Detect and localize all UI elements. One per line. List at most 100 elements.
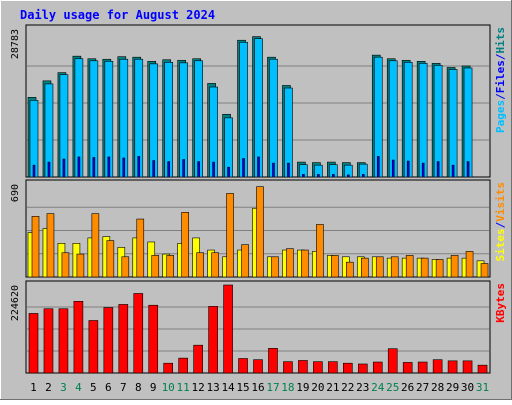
bar-kbytes <box>298 360 308 374</box>
x-tick-label: 19 <box>296 381 309 394</box>
bar-visits <box>375 256 384 278</box>
day-bar-group <box>476 260 489 278</box>
x-tick-label: 9 <box>150 381 157 394</box>
bar-kbytes <box>118 304 129 374</box>
bar-kbytes <box>28 313 39 374</box>
y-max-label: 224620 <box>10 285 21 321</box>
bar-pages <box>257 156 260 178</box>
day-bar-group <box>417 361 428 374</box>
day-bar-group <box>117 247 130 278</box>
bar-kbytes <box>417 361 428 374</box>
bar-pages <box>347 174 350 178</box>
bar-pages <box>287 162 290 178</box>
x-tick-label: 10 <box>162 381 175 394</box>
bar-visits <box>136 218 145 278</box>
bar-files <box>239 41 248 178</box>
day-bar-group <box>177 59 188 178</box>
bar-kbytes <box>238 358 248 374</box>
bar-files <box>388 60 398 178</box>
day-bar-group <box>43 308 54 374</box>
bar-visits <box>286 248 294 278</box>
day-bar-group <box>356 256 369 278</box>
x-tick-label: 13 <box>206 381 219 394</box>
day-bar-group <box>267 256 279 278</box>
bar-files <box>448 69 458 178</box>
x-tick-label: 30 <box>461 381 474 394</box>
day-bar-group <box>103 307 114 374</box>
legend-item-files: Files <box>494 60 507 93</box>
day-bar-group <box>387 348 398 374</box>
panel-legend: KBytes <box>494 283 507 323</box>
day-bar-group <box>192 58 203 178</box>
bar-kbytes <box>193 344 203 374</box>
day-bar-group <box>27 97 39 178</box>
bar-kbytes <box>73 301 84 374</box>
bar-pages <box>197 161 200 178</box>
bar-files <box>194 60 203 178</box>
day-bar-group <box>117 56 129 178</box>
bar-files <box>403 62 413 178</box>
bar-kbytes <box>343 362 353 374</box>
bar-files <box>418 63 428 178</box>
bar-pages <box>361 174 365 178</box>
bar-pages <box>332 174 335 178</box>
day-bar-group <box>148 304 159 374</box>
bar-kbytes <box>283 361 293 374</box>
day-bar-group <box>268 348 278 374</box>
day-bar-group <box>446 67 458 178</box>
day-bar-group <box>477 364 488 374</box>
day-bar-group <box>297 249 309 278</box>
day-bar-group <box>416 61 428 178</box>
bar-kbytes <box>208 306 218 374</box>
panel-kbytes: 224620 KBytes <box>10 280 507 374</box>
x-tick-label: 7 <box>120 381 127 394</box>
day-bar-group <box>72 243 85 278</box>
x-tick-label: 5 <box>90 381 97 394</box>
day-bar-group <box>237 39 248 178</box>
day-bar-group <box>87 213 100 278</box>
day-bar-group <box>298 360 308 374</box>
bar-pages <box>466 161 470 178</box>
bar-kbytes <box>43 308 54 374</box>
day-bar-group <box>192 237 204 278</box>
bar-visits <box>211 252 219 278</box>
x-tick-label: 27 <box>416 381 429 394</box>
day-bar-group <box>328 361 338 374</box>
x-tick-label: 23 <box>356 381 369 394</box>
day-bar-group <box>252 186 264 278</box>
bar-pages <box>421 162 425 178</box>
x-tick-label: 28 <box>431 381 444 394</box>
bar-pages <box>47 161 51 178</box>
bar-visits <box>196 252 204 278</box>
bar-kbytes <box>88 320 99 374</box>
day-bar-group <box>28 313 39 374</box>
day-bar-group <box>133 293 144 374</box>
x-tick-label: 29 <box>446 381 459 394</box>
day-bar-group <box>147 61 159 178</box>
bar-kbytes <box>447 360 458 374</box>
bar-visits <box>61 252 70 278</box>
day-bar-group <box>432 359 443 374</box>
x-tick-label: 3 <box>60 381 67 394</box>
day-bar-group <box>416 257 429 278</box>
day-bar-group <box>72 55 84 178</box>
panel-legend: Pages/Files/Hits <box>494 27 507 133</box>
bar-files <box>269 58 278 178</box>
day-bar-group <box>102 236 115 278</box>
bar-visits <box>360 257 369 278</box>
day-bar-group <box>118 304 129 374</box>
x-tick-label: 14 <box>221 381 235 394</box>
bar-kbytes <box>313 361 323 374</box>
day-bar-group <box>267 56 278 178</box>
day-bar-group <box>402 362 413 374</box>
bar-visits <box>405 255 414 278</box>
bar-pages <box>182 159 185 178</box>
bar-kbytes <box>103 307 114 374</box>
bar-kbytes <box>223 284 233 374</box>
x-tick-label: 18 <box>281 381 294 394</box>
bar-kbytes <box>253 359 263 374</box>
bar-visits <box>480 263 489 278</box>
day-bar-group <box>102 58 114 178</box>
